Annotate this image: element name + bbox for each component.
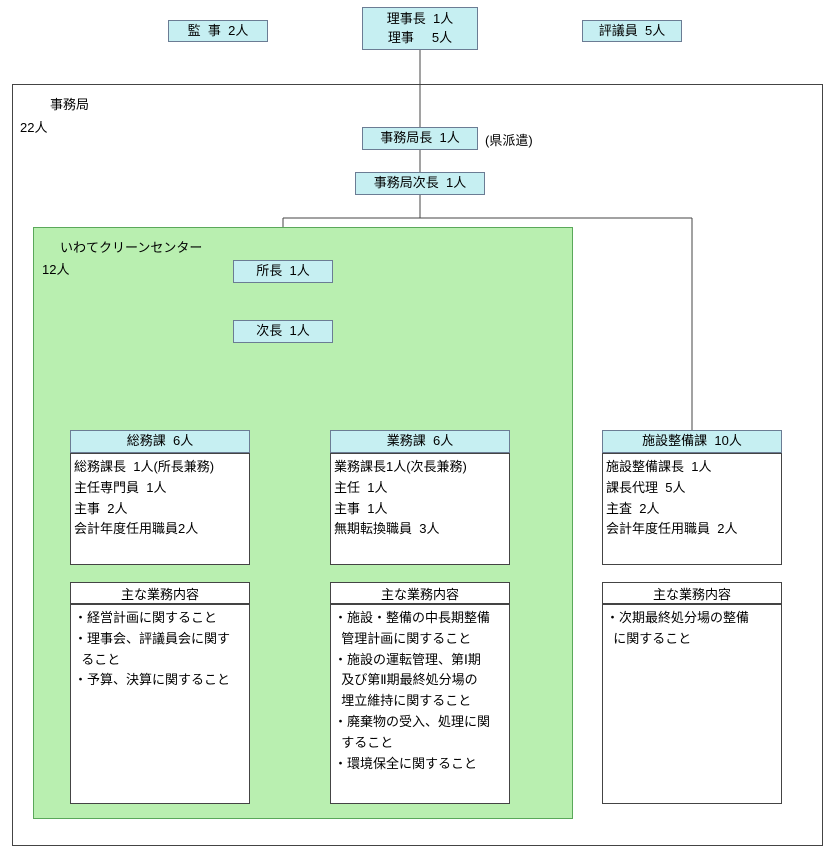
shisetsu-header: 施設整備課 10人 [602, 430, 782, 453]
clean-jicho-box: 次長 1人 [233, 320, 333, 343]
soumu-staff: 総務課長 1人(所長兼務) 主任専門員 1人 主事 2人 会計年度任用職員2人 [74, 457, 214, 540]
shisetsu-staff: 施設整備課長 1人 課長代理 5人 主査 2人 会計年度任用職員 2人 [606, 457, 737, 540]
org-chart-canvas: 理事長 1人 理事 5人 監 事 2人 評議員 5人 事務局 22人 事務局長 … [0, 0, 838, 857]
jimukyokucho-box: 事務局長 1人 [362, 127, 478, 150]
gyoumu-duties: ・施設・整備の中長期整備 管理計画に関すること ・施設の運転管理、第Ⅰ期 及び第… [334, 608, 490, 774]
shocho-box: 所長 1人 [233, 260, 333, 283]
hyogiin-box: 評議員 5人 [582, 20, 682, 42]
jimukyoku-count: 22人 [20, 118, 47, 139]
clean-center-title: いわてクリーンセンター [60, 238, 202, 259]
gyoumu-staff: 業務課長1人(次長兼務) 主任 1人 主事 1人 無期転換職員 3人 [334, 457, 467, 540]
soumu-dutyheader: 主な業務内容 [70, 585, 250, 606]
rijicho-box: 理事長 1人 理事 5人 [362, 7, 478, 50]
shisetsu-dutyheader: 主な業務内容 [602, 585, 782, 606]
shisetsu-duties: ・次期最終処分場の整備 に関すること [606, 608, 749, 650]
soumu-header: 総務課 6人 [70, 430, 250, 453]
jimukyoku-title: 事務局 [50, 95, 89, 116]
kanji-box: 監 事 2人 [168, 20, 268, 42]
soumu-duties: ・経営計画に関すること ・理事会、評議員会に関す ること ・予算、決算に関するこ… [74, 608, 230, 691]
gyoumu-dutyheader: 主な業務内容 [330, 585, 510, 606]
jimukyoku-jicho-box: 事務局次長 1人 [355, 172, 485, 195]
jimukyokucho-note: (県派遣) [485, 131, 533, 152]
gyoumu-header: 業務課 6人 [330, 430, 510, 453]
clean-center-count: 12人 [42, 260, 69, 281]
